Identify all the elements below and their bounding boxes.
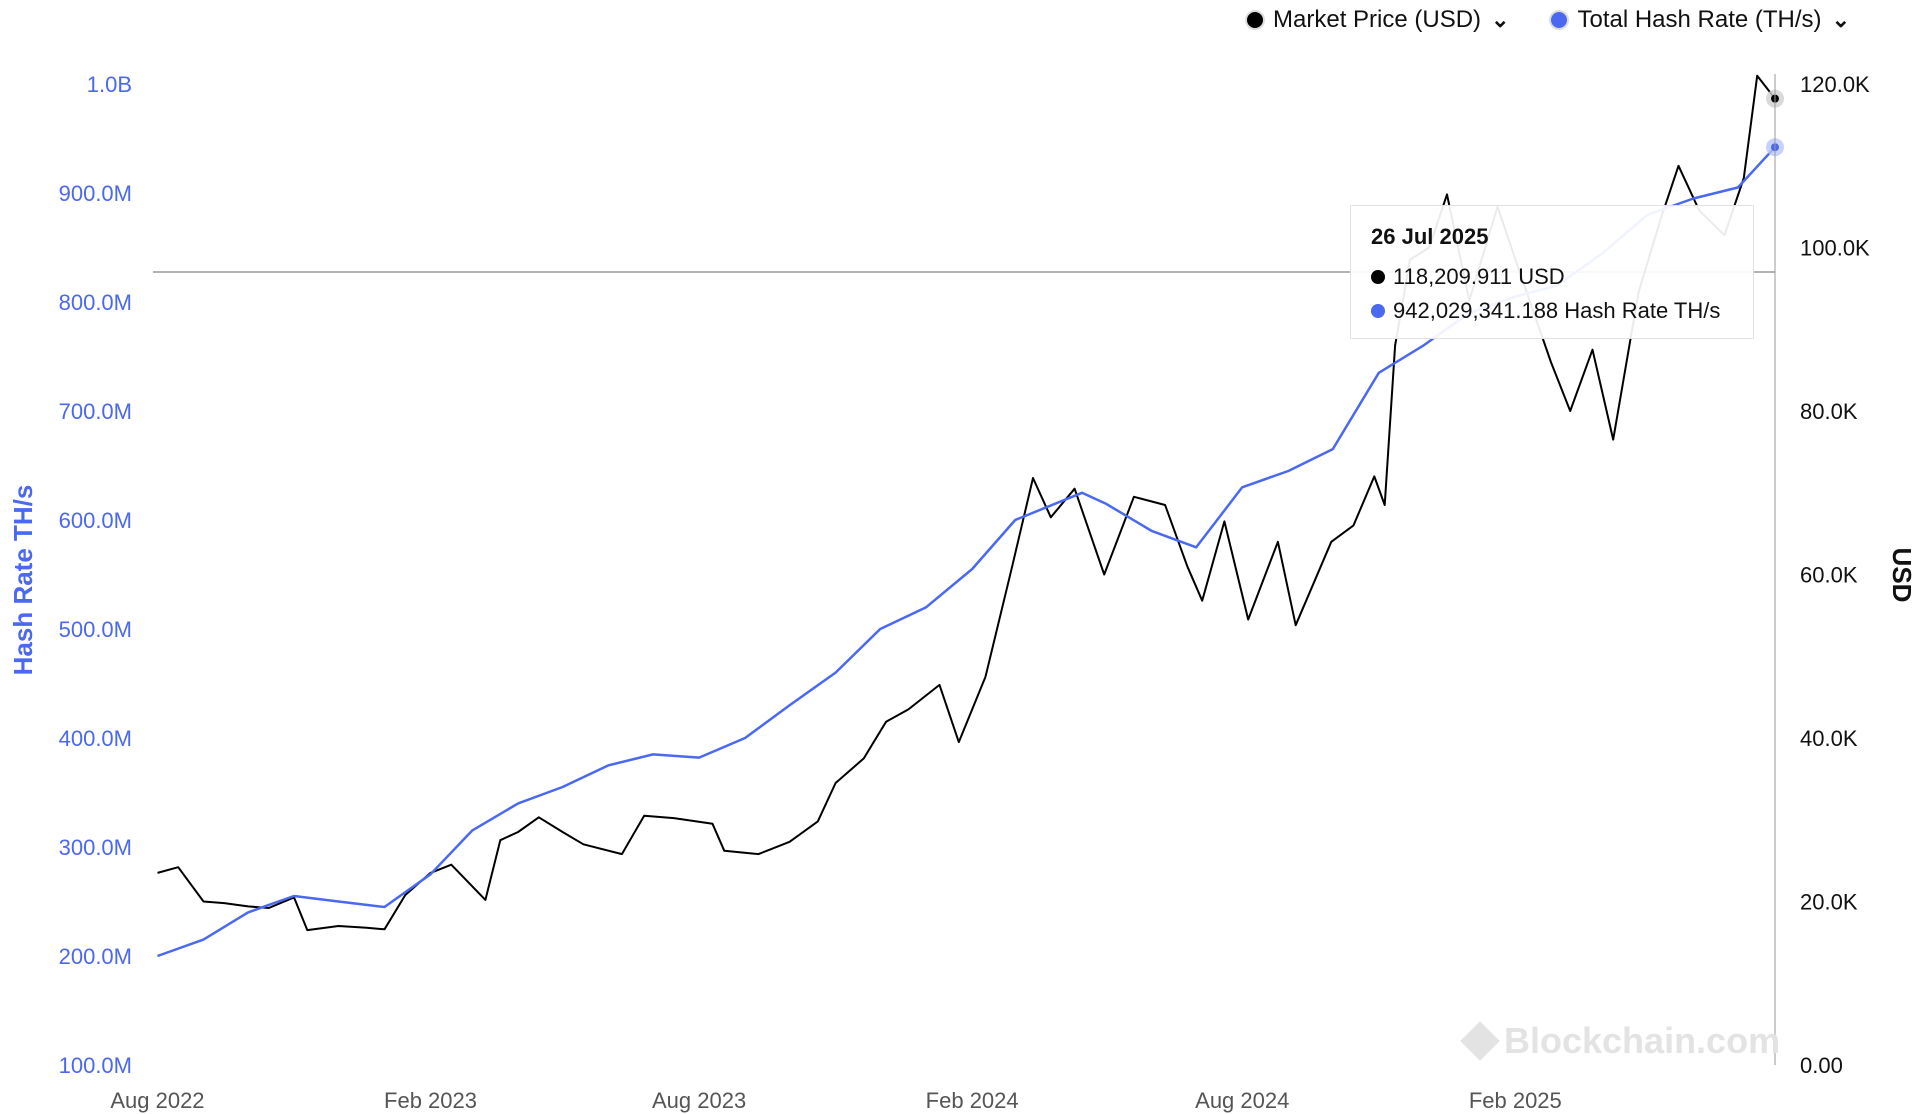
left-axis-title: Hash Rate TH/s [8, 485, 38, 676]
legend-item-market-price[interactable]: Market Price (USD) ⌄ [1245, 6, 1509, 34]
watermark: Blockchain.com [1460, 1020, 1781, 1062]
left-tick-label: 100.0M [59, 1053, 132, 1078]
legend-label: Total Hash Rate (TH/s) [1577, 6, 1822, 33]
tooltip-hash-row: 942,029,341.188 Hash Rate TH/s [1371, 298, 1733, 324]
x-tick-label: Feb 2025 [1469, 1088, 1562, 1113]
tooltip-price: 118,209.911 USD [1393, 264, 1565, 289]
right-tick-label: 0.00 [1800, 1053, 1843, 1078]
tooltip-date: 26 Jul 2025 [1371, 224, 1489, 249]
right-tick-label: 120.0K [1800, 72, 1870, 97]
x-tick-label: Aug 2022 [110, 1088, 204, 1113]
hash-rate-dot-icon [1549, 10, 1570, 30]
chevron-down-icon[interactable]: ⌄ [1491, 7, 1510, 32]
left-tick-label: 1.0B [87, 72, 132, 97]
watermark-text: Blockchain.com [1504, 1020, 1781, 1061]
left-tick-label: 600.0M [59, 508, 132, 533]
tooltip-hash: 942,029,341.188 Hash Rate TH/s [1393, 298, 1721, 323]
x-tick-label: Aug 2023 [652, 1088, 746, 1113]
price-dot-icon [1371, 270, 1385, 284]
right-axis-title: USD [1887, 548, 1917, 603]
left-tick-label: 700.0M [59, 399, 132, 424]
blockchain-logo-icon [1460, 1021, 1500, 1061]
right-tick-label: 80.0K [1800, 399, 1858, 424]
left-tick-label: 900.0M [59, 181, 132, 206]
tooltip-price-row: 118,209.911 USD [1371, 264, 1733, 290]
legend-label: Market Price (USD) [1273, 6, 1482, 33]
market-price-dot-icon [1245, 10, 1266, 30]
x-tick-label: Feb 2024 [926, 1088, 1019, 1113]
left-tick-label: 300.0M [59, 835, 132, 860]
hash-dot-icon [1371, 304, 1385, 318]
left-tick-label: 500.0M [59, 617, 132, 642]
left-tick-label: 200.0M [59, 944, 132, 969]
legend-item-hash-rate[interactable]: Total Hash Rate (TH/s) ⌄ [1549, 6, 1850, 34]
right-tick-label: 60.0K [1800, 563, 1858, 588]
right-tick-label: 100.0K [1800, 236, 1870, 261]
left-tick-label: 800.0M [59, 290, 132, 315]
right-tick-label: 40.0K [1800, 726, 1858, 751]
chevron-down-icon[interactable]: ⌄ [1831, 7, 1850, 32]
market-price-series-line [157, 74, 1776, 932]
legend: Market Price (USD) ⌄ Total Hash Rate (TH… [1245, 6, 1850, 34]
left-tick-label: 400.0M [59, 726, 132, 751]
x-tick-label: Feb 2023 [384, 1088, 477, 1113]
x-tick-label: Aug 2024 [1195, 1088, 1289, 1113]
right-tick-label: 20.0K [1800, 890, 1858, 915]
axis-layer: 100.0M 200.0M 300.0M 400.0M 500.0M 600.0M 700.… [59, 72, 1870, 1113]
tooltip: 26 Jul 2025 118,209.911 USD 942,029,341.… [1350, 205, 1754, 339]
